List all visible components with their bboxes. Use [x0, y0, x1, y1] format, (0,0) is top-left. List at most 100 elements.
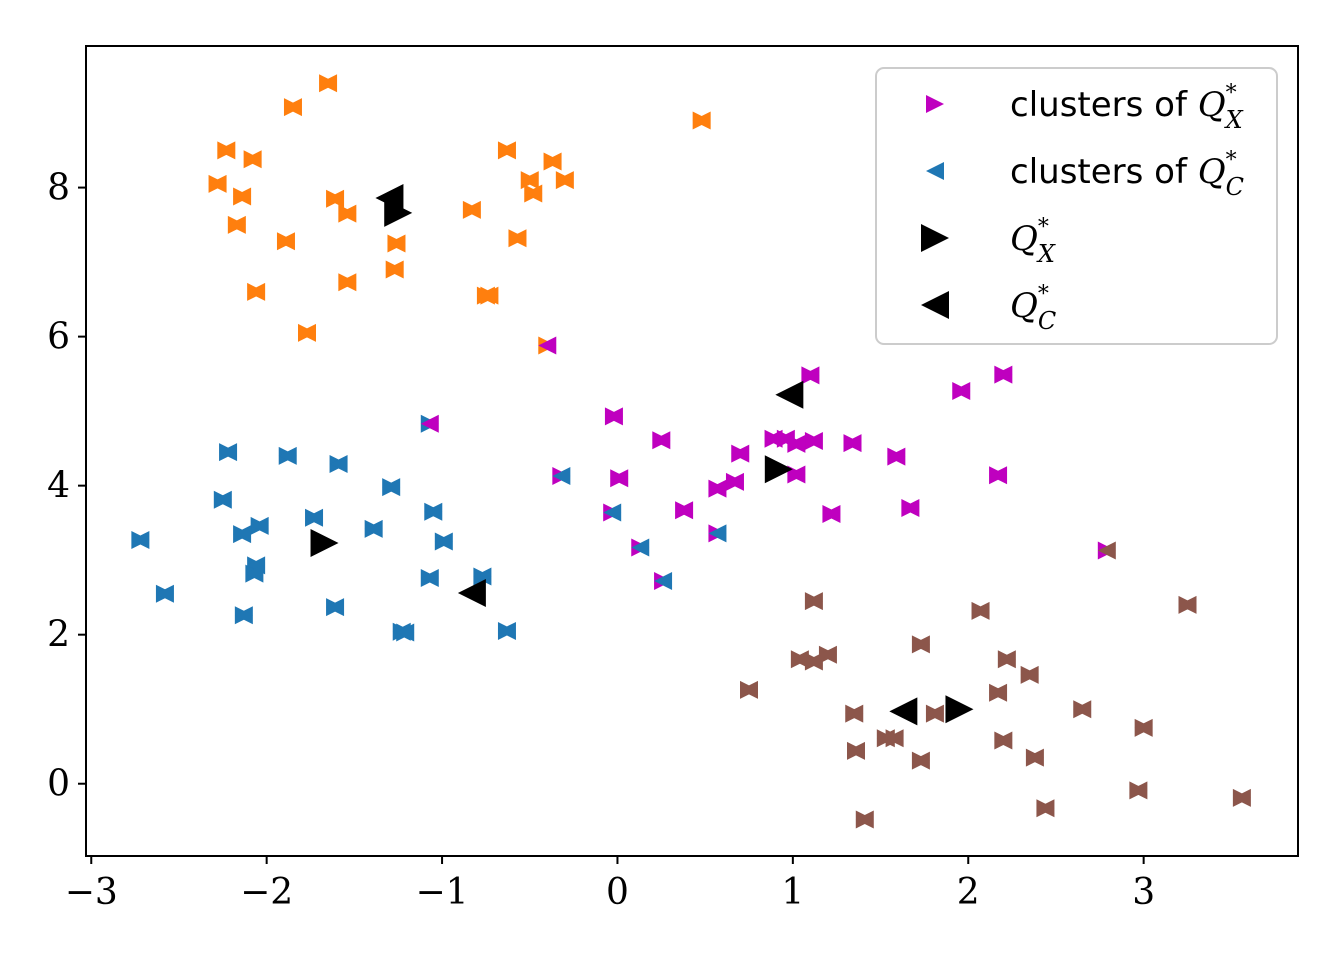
data-point — [692, 111, 711, 130]
x-tick-label: 1 — [781, 872, 804, 913]
data-point — [382, 478, 401, 497]
point-c-cluster-marker — [524, 184, 543, 203]
legend-marker — [921, 291, 949, 319]
data-point — [319, 74, 338, 93]
point-c-cluster-marker — [1134, 718, 1153, 737]
point-c-cluster-marker — [1073, 700, 1092, 719]
point-c-cluster-marker — [994, 365, 1013, 384]
data-point — [731, 444, 750, 463]
data-point — [298, 323, 317, 342]
data-point — [243, 150, 262, 169]
centroids-layer — [310, 184, 974, 726]
data-point — [675, 501, 694, 520]
point-c-cluster-marker — [396, 623, 415, 642]
point-c-cluster-marker — [971, 601, 990, 620]
point-c-cluster-marker — [1025, 748, 1044, 767]
data-point — [329, 455, 348, 474]
data-point — [497, 141, 516, 160]
point-c-cluster-marker — [603, 503, 622, 522]
point-c-cluster-marker — [250, 516, 269, 535]
data-point — [787, 465, 806, 484]
data-point — [818, 645, 837, 664]
legend-label: clusters of Q* X — [1010, 81, 1244, 134]
point-c-cluster-marker — [227, 215, 246, 234]
y-tick-label: 0 — [47, 764, 70, 805]
data-point — [971, 601, 990, 620]
point-c-cluster-marker — [818, 645, 837, 664]
point-c-cluster-marker — [326, 598, 345, 617]
point-c-cluster-marker — [434, 532, 453, 551]
data-point — [420, 414, 439, 433]
data-point — [1134, 718, 1153, 737]
data-point — [603, 503, 622, 522]
point-c-cluster-marker — [989, 466, 1008, 485]
point-c-cluster-marker — [708, 479, 727, 498]
data-point — [1073, 700, 1092, 719]
data-point — [387, 234, 406, 253]
y-axis: 0 2 4 6 8 — [47, 168, 86, 805]
point-c-cluster-marker — [462, 200, 481, 219]
data-point — [233, 187, 252, 206]
y-tick-label: 6 — [47, 317, 70, 358]
point-c-cluster-marker — [217, 141, 236, 160]
point-c-cluster-marker — [420, 569, 439, 588]
data-point — [787, 434, 806, 453]
data-point — [855, 810, 874, 829]
legend-marker — [921, 224, 949, 252]
data-point — [250, 516, 269, 535]
data-point — [1036, 799, 1055, 818]
data-point — [233, 525, 252, 544]
y-tick-label: 4 — [47, 466, 70, 507]
point-c-cluster-marker — [843, 434, 862, 453]
x-tick-label: 3 — [1132, 872, 1155, 913]
legend-box — [875, 67, 1278, 345]
data-point — [885, 729, 904, 748]
point-c-cluster-marker — [283, 98, 302, 117]
point-c-cluster-marker — [652, 431, 671, 450]
centroid-qx-marker — [384, 198, 413, 227]
point-c-cluster-marker — [555, 171, 574, 190]
data-point — [524, 184, 543, 203]
data-point — [364, 519, 383, 538]
data-point — [497, 621, 516, 640]
centroid-qc-marker — [889, 697, 918, 726]
point-c-cluster-marker — [424, 502, 443, 521]
point-c-cluster-marker — [804, 652, 823, 671]
data-point — [846, 741, 865, 760]
point-c-cluster-marker — [790, 650, 809, 669]
point-c-cluster-marker — [387, 234, 406, 253]
point-c-cluster-marker — [213, 490, 232, 509]
legend-label: Q* C — [1010, 282, 1056, 335]
point-c-cluster-marker — [654, 572, 673, 591]
centroid-qx-marker — [945, 695, 974, 724]
point-c-cluster-marker — [155, 584, 174, 603]
data-points-layer — [131, 74, 1251, 829]
centroid-qx-marker — [310, 529, 339, 558]
data-point — [804, 431, 823, 450]
point-c-cluster-marker — [520, 171, 539, 190]
x-tick-label: −3 — [65, 872, 118, 913]
data-point — [822, 504, 841, 523]
data-point — [604, 407, 623, 426]
data-point — [708, 479, 727, 498]
data-point — [473, 567, 492, 586]
data-point — [994, 365, 1013, 384]
point-c-cluster-marker — [631, 538, 650, 557]
data-point — [247, 282, 266, 301]
centroid-qc-marker — [457, 578, 486, 607]
point-c-cluster-marker — [420, 414, 439, 433]
legend-marker — [926, 162, 944, 180]
data-point — [208, 174, 227, 193]
point-c-cluster-marker — [278, 446, 297, 465]
data-point — [804, 592, 823, 611]
data-point — [434, 532, 453, 551]
data-point — [740, 680, 759, 699]
legend-label: clusters of Q* C — [1010, 148, 1244, 201]
point-c-cluster-marker — [382, 478, 401, 497]
point-c-cluster-marker — [131, 531, 150, 550]
data-point — [326, 189, 345, 208]
point-c-cluster-marker — [989, 683, 1008, 702]
data-point — [887, 447, 906, 466]
data-point — [283, 98, 302, 117]
